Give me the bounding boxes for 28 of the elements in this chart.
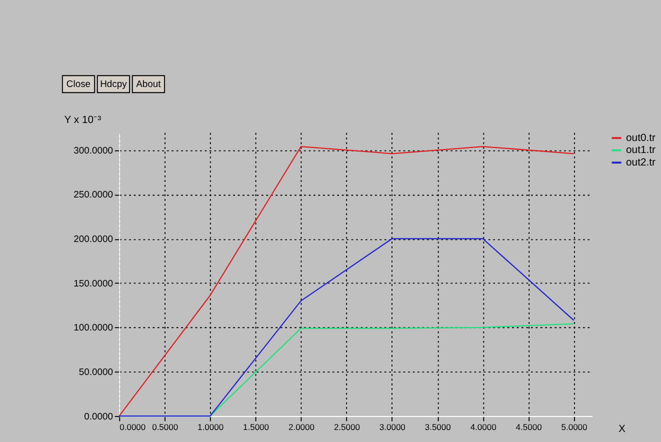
- y-tick-label: 100.0000: [74, 322, 114, 334]
- y-tick-label: 250.0000: [74, 190, 114, 201]
- x-tick-label: 3.0000: [379, 422, 406, 432]
- x-tick-label: 0.5000: [152, 422, 178, 432]
- x-tick-label: 1.0000: [198, 422, 224, 432]
- x-axis-title: X: [618, 424, 626, 436]
- x-tick-label: 3.5000: [424, 422, 452, 432]
- x-tick-label: 2.5000: [334, 422, 360, 432]
- x-tick-label: 4.5000: [516, 422, 542, 432]
- x-tick-label: 5.0000: [561, 422, 588, 432]
- y-tick-label: 200.0000: [74, 234, 114, 246]
- text: Close: [66, 78, 91, 90]
- x-tick-label: 1.5000: [243, 422, 270, 432]
- y-tick-label: 300.0000: [74, 145, 114, 156]
- legend-label: out1.tr: [626, 145, 656, 156]
- legend-label: out2.tr: [626, 157, 656, 168]
- line-series: [118, 146, 574, 417]
- text: Hdcpy: [100, 78, 128, 90]
- y-axis-title: Y x 10⁻³: [64, 114, 102, 126]
- line-series: [118, 238, 574, 417]
- text: About: [136, 78, 162, 90]
- y-tick-label: 0.0000: [84, 411, 114, 422]
- y-tick-label: 150.0000: [74, 278, 114, 290]
- y-tick-label: 50.0000: [78, 367, 114, 378]
- legend-label: out0.tr: [626, 132, 656, 144]
- x-tick-label: 0.0000: [120, 422, 146, 432]
- x-tick-label: 2.0000: [288, 422, 315, 432]
- x-tick-label: 4.0000: [470, 422, 497, 432]
